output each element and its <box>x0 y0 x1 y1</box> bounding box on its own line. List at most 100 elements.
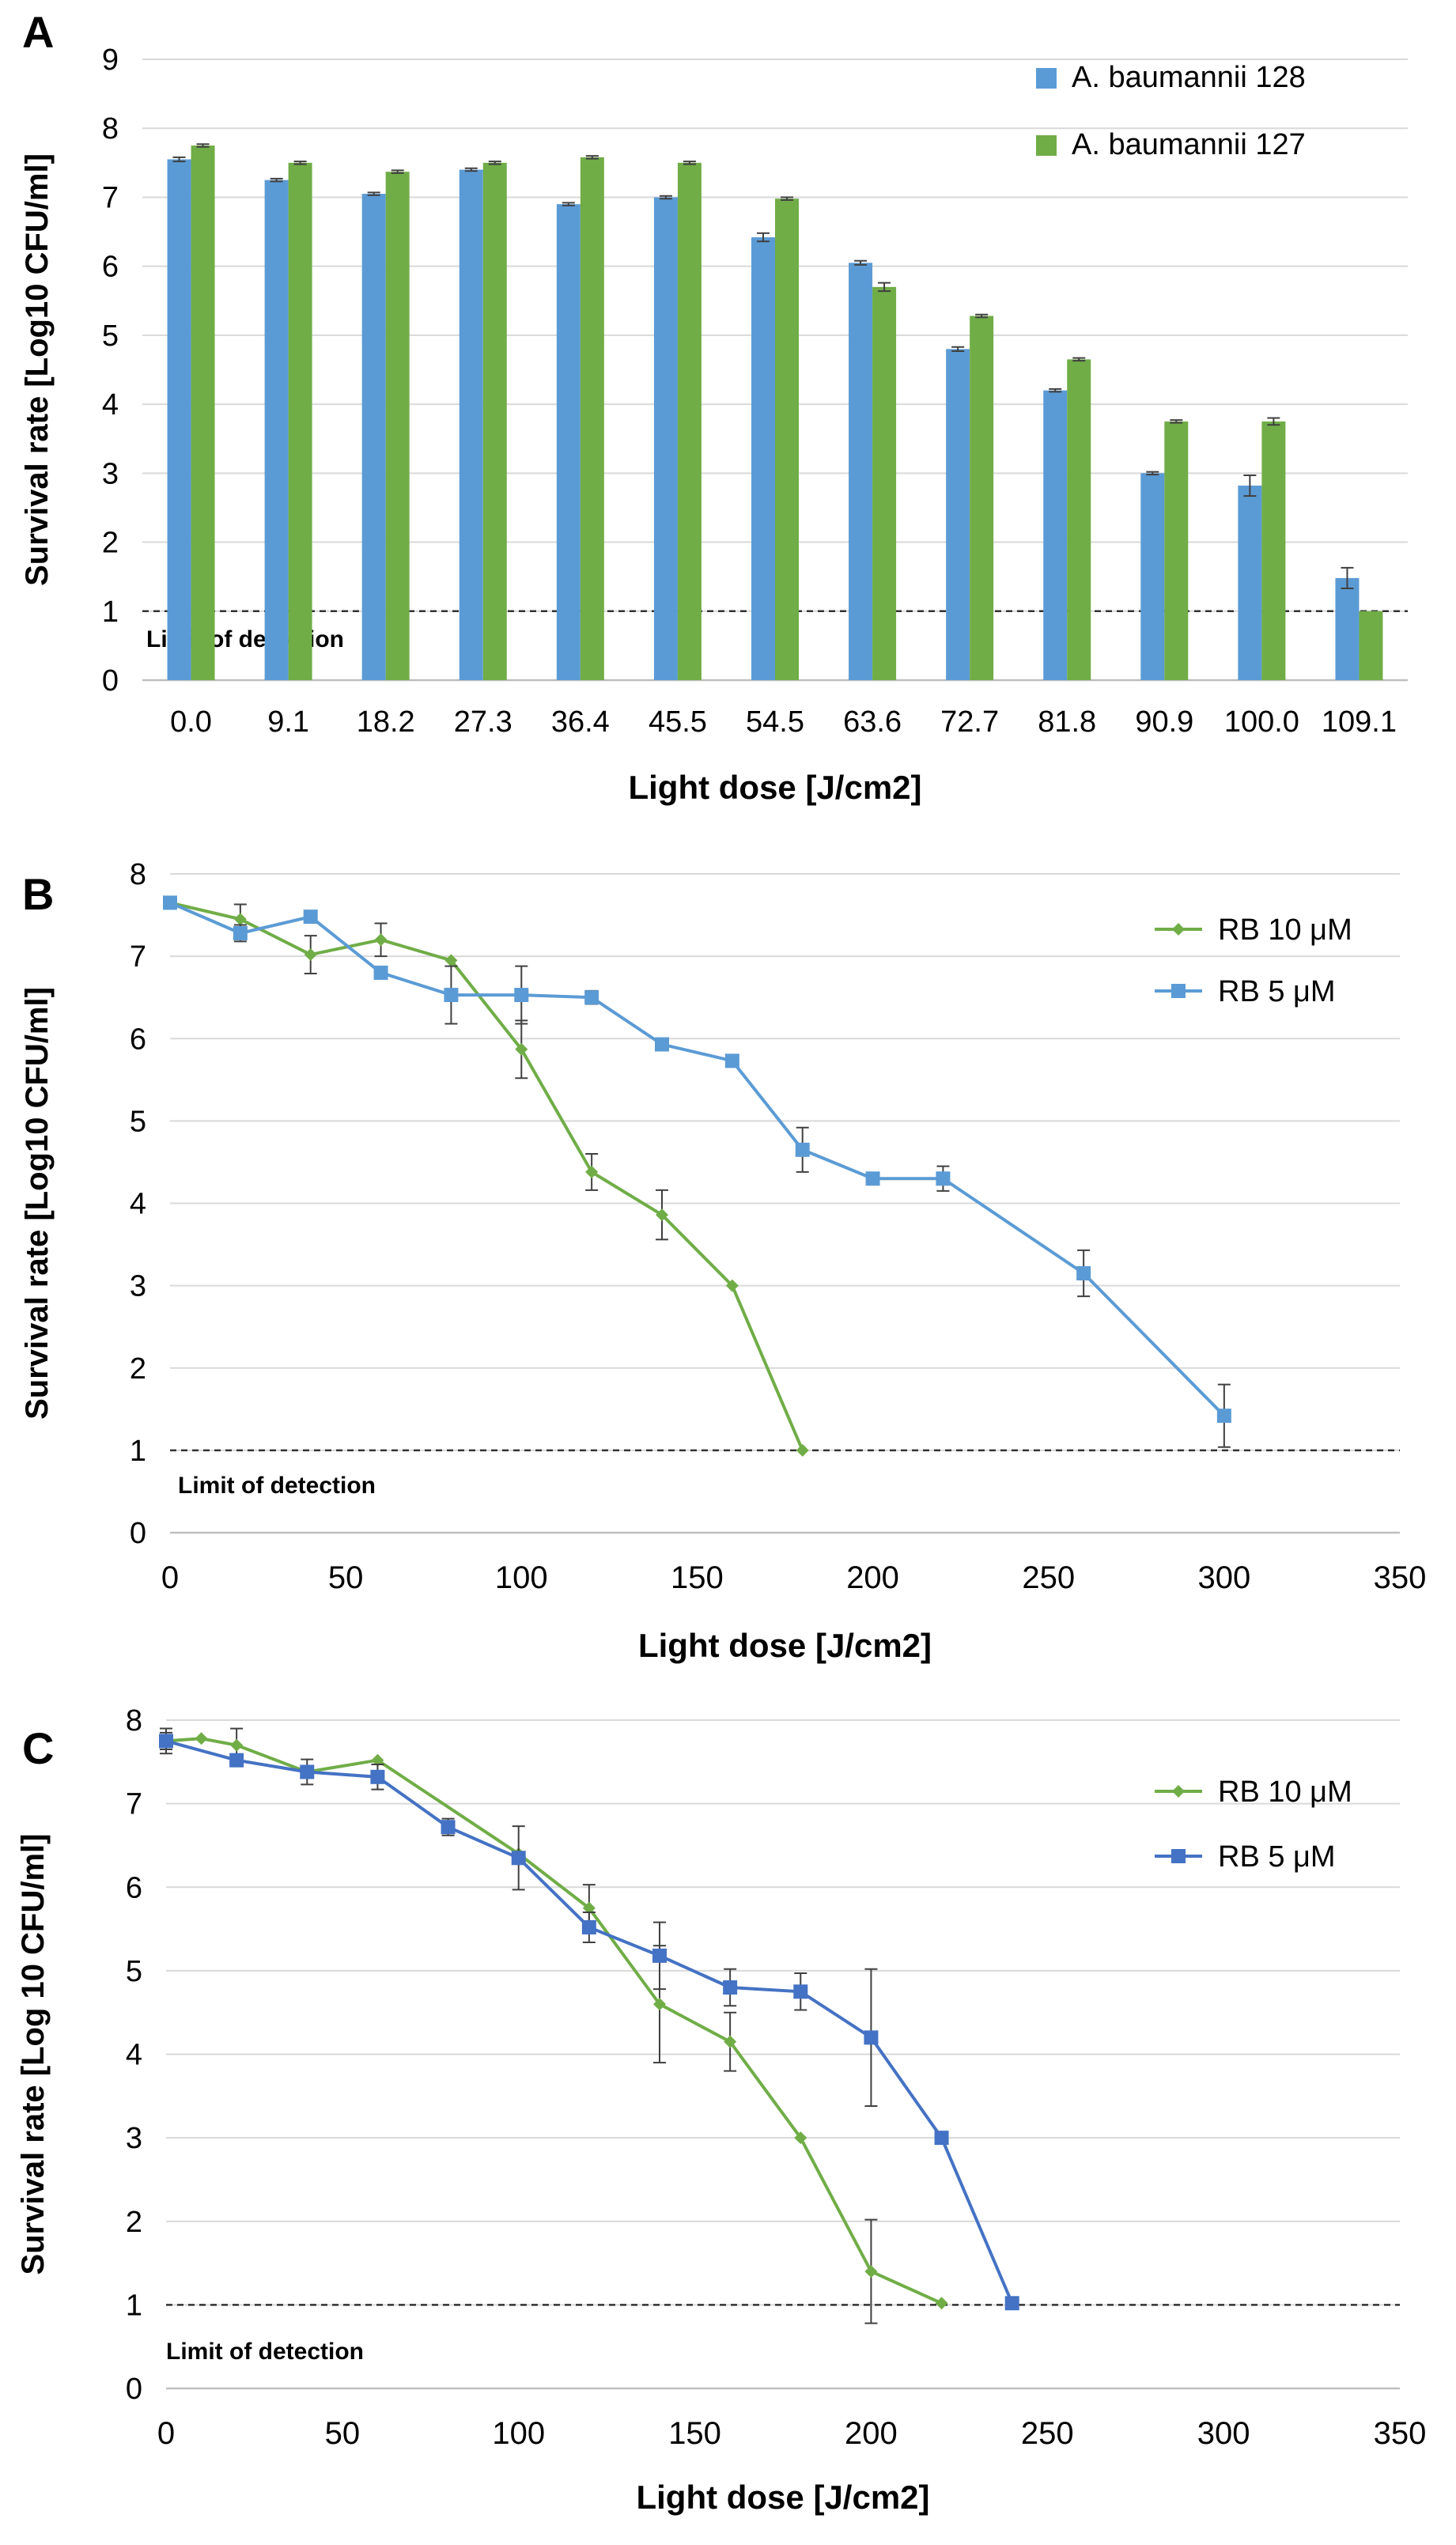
bar-a-baumannii-128 <box>459 169 483 681</box>
x-tick-label: 18.2 <box>357 705 415 739</box>
data-point-diamond <box>796 1443 809 1457</box>
data-point-diamond <box>371 1753 384 1767</box>
data-point-diamond <box>585 1165 599 1178</box>
bar-a-baumannii-128 <box>264 180 289 680</box>
data-point-square <box>511 1851 526 1866</box>
y-tick-label: 4 <box>130 1188 146 1221</box>
data-point-diamond <box>864 2265 878 2278</box>
legend-marker <box>1172 1785 1185 1798</box>
y-tick-label: 1 <box>126 2289 142 2322</box>
data-point-square <box>723 1980 738 1995</box>
data-point-square <box>163 895 177 910</box>
data-point-square <box>795 1142 810 1157</box>
data-point-diamond <box>444 954 458 967</box>
bar-a-baumannii-127 <box>482 162 507 681</box>
legend-label: RB 5 μM <box>1218 1840 1336 1874</box>
bar-a-baumannii-127 <box>677 162 702 681</box>
limit-of-detection-label: Limit of detection <box>178 1473 376 1499</box>
bar-a-baumannii-127 <box>1261 421 1286 680</box>
data-point-square <box>865 1171 880 1186</box>
legend-marker <box>1171 1849 1186 1863</box>
y-tick-label: 3 <box>130 1270 146 1303</box>
y-tick-label: 7 <box>130 940 146 974</box>
legend-swatch <box>1036 135 1057 156</box>
y-tick-label: 2 <box>126 2206 142 2239</box>
x-tick-label: 350 <box>1374 2416 1427 2451</box>
bar-a-baumannii-127 <box>1067 359 1091 680</box>
data-point-diamond <box>656 1208 668 1222</box>
chart-panel-c: C 0 1 2 3 4 5 6 7 8 Survival rate [Log 10 CFU/ml] L… <box>16 1704 1426 2516</box>
x-tick-label: 300 <box>1197 1560 1250 1595</box>
x-tick-label: 109.1 <box>1322 705 1397 739</box>
x-tick-label: 36.4 <box>551 705 610 739</box>
data-point-diamond <box>935 2297 948 2310</box>
data-point-diamond <box>374 933 388 947</box>
legend-swatch <box>1036 68 1057 89</box>
data-point-square <box>300 1764 315 1779</box>
panel-label-a: A <box>22 7 54 57</box>
legend-label: RB 10 μM <box>1218 913 1352 947</box>
data-point-square <box>655 1037 669 1052</box>
data-point-diamond <box>515 1042 528 1056</box>
data-point-square <box>1216 1409 1231 1424</box>
bar-a-baumannii-128 <box>751 237 775 680</box>
bar-a-baumannii-128 <box>167 159 191 680</box>
series-line <box>165 1737 943 2305</box>
bar-a-baumannii-128 <box>1043 390 1068 680</box>
y-tick-label: 0 <box>130 1517 146 1550</box>
x-axis-title: Light dose [J/cm2] <box>628 769 921 806</box>
series-rb-10um <box>164 896 809 1457</box>
bar-a-baumannii-128 <box>1335 577 1360 680</box>
bar-a-baumannii-127 <box>288 162 312 681</box>
series-line <box>169 901 1226 1417</box>
data-point-square <box>934 2131 949 2146</box>
data-point-square <box>370 1769 385 1784</box>
bar-a-baumannii-128 <box>849 263 873 680</box>
x-tick-label: 72.7 <box>940 705 999 739</box>
chart-panel-b: B 0 1 2 3 4 5 6 7 8 Survival rate [Log10 CFU/ml] Li… <box>20 858 1426 1664</box>
series-rb-10um <box>160 1727 948 2324</box>
bar-a-baumannii-127 <box>970 316 994 680</box>
data-point-square <box>793 1984 808 1999</box>
data-point-square <box>229 1753 244 1768</box>
x-tick-label: 45.5 <box>649 705 707 739</box>
bar-a-baumannii-127 <box>775 199 799 680</box>
x-tick-label: 63.6 <box>843 705 902 739</box>
series-line <box>169 901 804 1451</box>
y-tick-label: 9 <box>102 43 119 77</box>
data-point-diamond <box>794 2131 807 2145</box>
y-tick-label: 5 <box>102 320 119 353</box>
x-tick-label: 0 <box>161 1560 179 1595</box>
y-tick-label: 3 <box>126 2122 142 2155</box>
y-axis-title: Survival rate [Log10 CFU/ml] <box>20 987 55 1420</box>
bar-a-baumannii-127 <box>872 286 897 680</box>
x-tick-label: 50 <box>325 2416 361 2451</box>
x-tick-label: 150 <box>671 1560 724 1595</box>
x-tick-label: 100.0 <box>1224 705 1299 739</box>
y-tick-label: 2 <box>102 527 119 560</box>
data-point-square <box>724 1053 739 1068</box>
x-tick-label: 100 <box>495 1560 548 1595</box>
legend-label: RB 10 μM <box>1218 1775 1352 1809</box>
x-axis-title: Light dose [J/cm2] <box>636 2479 929 2516</box>
x-tick-label: 300 <box>1197 2416 1250 2451</box>
data-point-diamond <box>724 2035 737 2048</box>
y-axis-title: Survival rate [Log 10 CFU/ml] <box>16 1834 51 2275</box>
y-tick-label: 0 <box>126 2373 142 2406</box>
bar-a-baumannii-128 <box>556 204 581 681</box>
data-point-square <box>159 1734 173 1749</box>
bar-a-baumannii-127 <box>1359 611 1383 680</box>
data-point-diamond <box>230 1738 244 1752</box>
y-tick-label: 6 <box>126 1871 142 1904</box>
legend-label: A. baumannii 128 <box>1072 61 1306 94</box>
data-point-diamond <box>195 1732 208 1745</box>
x-tick-label: 0 <box>157 2416 175 2451</box>
series-rb-5um <box>159 1727 1019 2311</box>
x-tick-label: 350 <box>1374 1560 1427 1595</box>
data-point-square <box>441 1820 456 1835</box>
limit-of-detection-label: Limit of detection <box>166 2339 364 2365</box>
y-tick-label: 7 <box>102 181 119 214</box>
y-tick-label: 2 <box>130 1352 146 1386</box>
